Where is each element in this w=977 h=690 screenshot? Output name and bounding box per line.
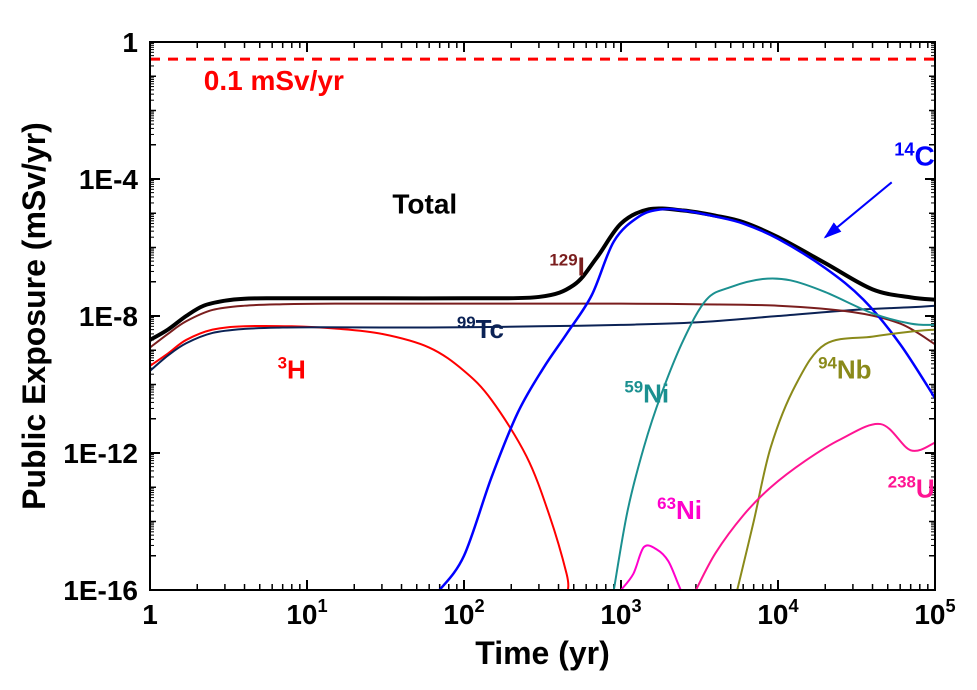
exposure-chart: 1 101 102 103 104 105 1E-16 1E-12 1E-8 1E-4 1 Time … (0, 0, 977, 690)
x-axis-label: Time (yr) (475, 635, 610, 671)
y-tick-label: 1E-12 (63, 438, 138, 469)
y-tick-label: 1E-16 (63, 575, 138, 606)
x-tick-label: 1 (142, 599, 158, 630)
reference-label: 0.1 mSv/yr (204, 65, 344, 96)
x-tick-label: 104 (757, 596, 799, 630)
y-tick-label: 1E-8 (79, 301, 138, 332)
x-tick-label: 105 (914, 596, 955, 630)
y-axis-label: Public Exposure (mSv/yr) (16, 122, 52, 510)
x-tick-label: 101 (286, 596, 327, 630)
series-label-Total: Total (392, 188, 457, 219)
x-tick-label: 103 (600, 596, 641, 630)
y-tick-label: 1E-4 (79, 164, 139, 195)
x-tick-label: 102 (443, 596, 484, 630)
y-tick-label: 1 (122, 27, 138, 58)
